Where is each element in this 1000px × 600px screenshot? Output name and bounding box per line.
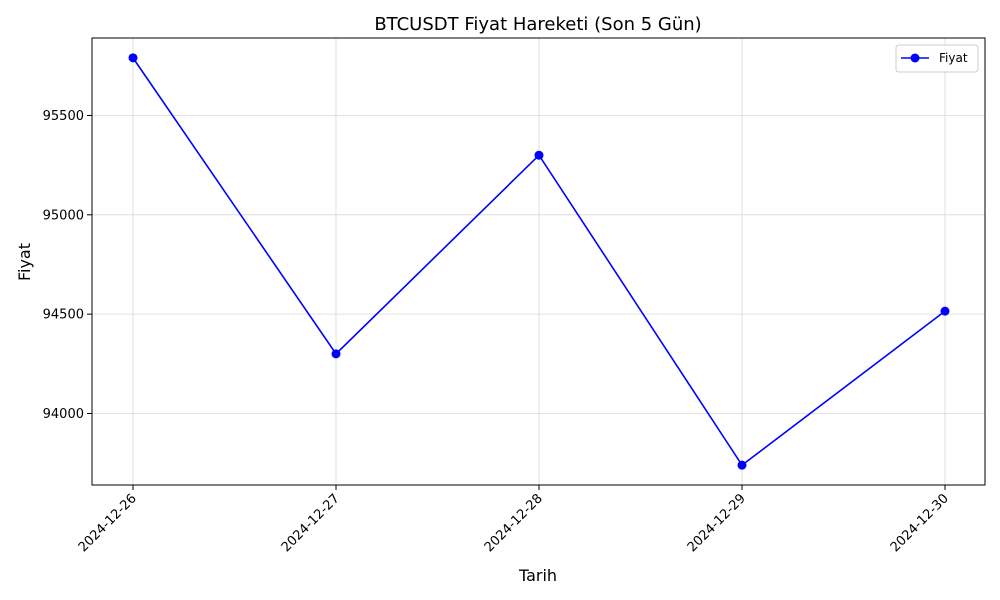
legend-label: Fiyat [939, 51, 968, 65]
x-tick-label: 2024-12-26 [76, 491, 140, 555]
y-axis-label: Fiyat [15, 243, 34, 281]
data-point [737, 460, 747, 470]
x-tick-label: 2024-12-30 [888, 491, 952, 555]
legend: Fiyat [895, 44, 979, 73]
grid [92, 38, 985, 485]
y-axis: 94000 94500 95000 95500 [43, 109, 92, 422]
legend-box [895, 44, 979, 73]
data-point [331, 349, 341, 359]
data-point [128, 53, 138, 63]
x-tick-label: 2024-12-28 [482, 491, 546, 555]
x-axis-label: Tarih [518, 566, 557, 585]
x-axis: 2024-12-26 2024-12-27 2024-12-28 2024-12-29… [76, 485, 952, 555]
series-points [128, 53, 950, 470]
data-point [534, 150, 544, 160]
y-tick-label: 95000 [43, 208, 84, 223]
x-tick-label: 2024-12-29 [685, 491, 749, 555]
chart-title: BTCUSDT Fiyat Hareketi (Son 5 Gün) [374, 14, 701, 35]
y-tick-label: 94500 [43, 308, 84, 323]
x-tick-label: 2024-12-27 [279, 491, 343, 555]
y-tick-label: 95500 [43, 109, 84, 124]
legend-marker [910, 53, 920, 63]
data-point [940, 306, 950, 316]
plot-area [91, 37, 986, 486]
y-tick-label: 94000 [43, 407, 84, 422]
